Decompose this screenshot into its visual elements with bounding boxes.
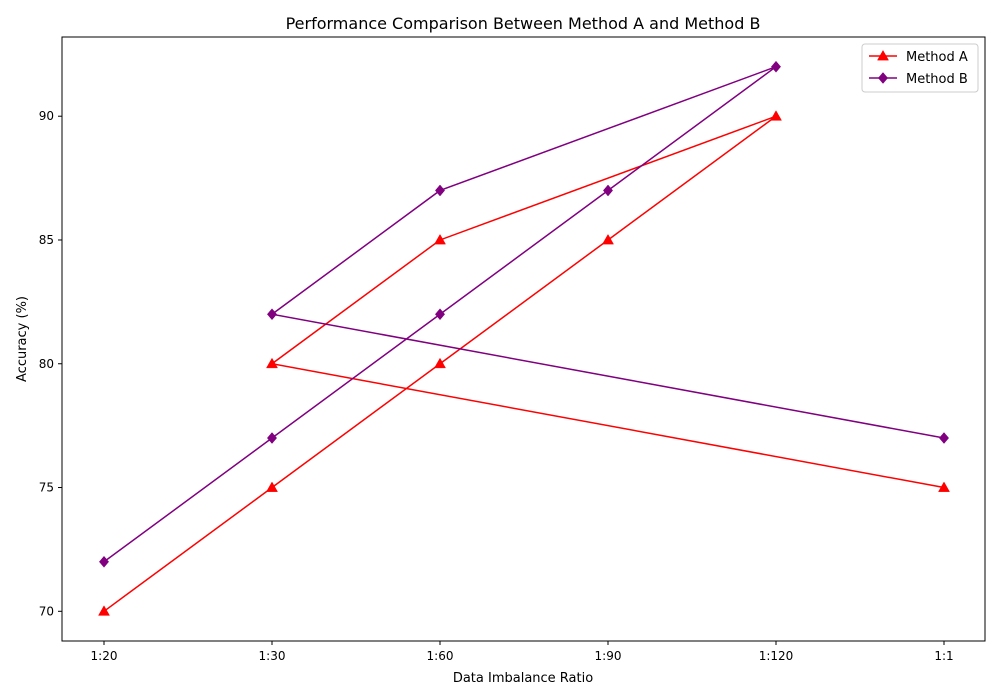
y-tick-label: 85: [39, 233, 54, 247]
y-tick-label: 75: [39, 481, 54, 495]
x-tick-label: 1:20: [91, 649, 118, 663]
legend-marker: [877, 49, 889, 61]
data-point: [434, 233, 446, 245]
y-tick-label: 90: [39, 109, 54, 123]
x-tick-label: 1:90: [595, 649, 622, 663]
series-layer: [98, 60, 950, 616]
y-axis: 70 75 80 85 90: [39, 109, 62, 618]
legend-entry: Method A: [869, 49, 968, 65]
x-axis: 1:20 1:30 1:60 1:90 1:120 1:1: [91, 641, 954, 663]
data-point: [938, 432, 950, 444]
x-tick-label: 1:120: [759, 649, 794, 663]
data-point: [938, 481, 950, 492]
series-line: [103, 115, 945, 612]
series-method-b: [98, 60, 950, 568]
x-tick-label: 1:30: [259, 649, 286, 663]
x-tick-label: 1:1: [934, 649, 953, 663]
y-tick-label: 80: [39, 357, 54, 371]
data-point: [266, 432, 278, 444]
x-tick-label: 1:60: [427, 649, 454, 663]
legend: Method A Method B: [861, 43, 979, 93]
y-axis-title: Accuracy (%): [15, 296, 30, 382]
data-point: [770, 60, 782, 73]
y-tick-label: 70: [39, 604, 54, 618]
data-point: [266, 481, 278, 492]
legend-label: Method B: [906, 72, 968, 87]
data-point: [434, 184, 446, 197]
data-point: [266, 308, 278, 321]
legend-label: Method A: [906, 50, 968, 65]
data-point: [266, 357, 278, 369]
data-point: [98, 605, 110, 616]
axes-frame: [61, 36, 986, 642]
data-point: [770, 110, 782, 121]
x-axis-title: Data Imbalance Ratio: [453, 671, 593, 686]
series-line: [103, 66, 945, 563]
data-point: [98, 555, 110, 568]
data-point: [434, 308, 446, 321]
plot-area: [61, 36, 986, 642]
legend-marker: [877, 72, 889, 84]
chart-title: Performance Comparison Between Method A …: [286, 14, 761, 33]
series-method-a: [98, 110, 950, 616]
data-point: [602, 233, 614, 245]
legend-entry: Method B: [869, 72, 968, 87]
data-point: [434, 357, 446, 369]
data-point: [602, 184, 614, 197]
